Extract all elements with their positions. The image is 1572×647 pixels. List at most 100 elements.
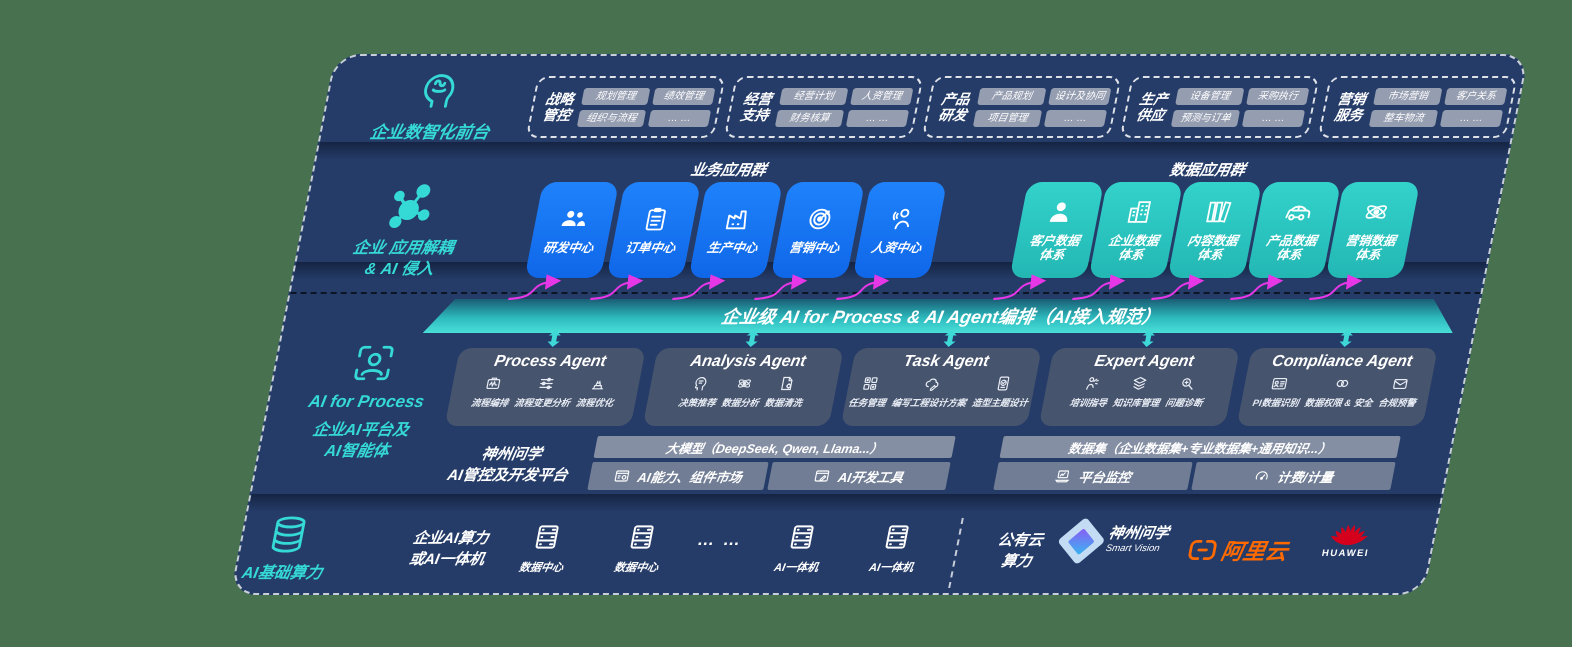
building-icon bbox=[1127, 201, 1151, 223]
card-label: 客户数据 体系 bbox=[1028, 234, 1082, 262]
agent-card-compliance: Compliance Agent PI数据识别 数据权限 & 安全 合规预警 bbox=[1236, 348, 1438, 426]
card-label: 研发中心 bbox=[541, 241, 595, 255]
model-header-bar: 大模型（DeepSeek, Qwen, Llama...） bbox=[593, 436, 956, 458]
module-chip: 规划管理 bbox=[581, 87, 651, 105]
front-layer-label: 企业数智化前台 bbox=[368, 123, 492, 142]
ai-appliance-node: AI一体机 bbox=[868, 522, 922, 575]
infra-label: AI基础算力 bbox=[240, 565, 324, 582]
module-chip: 经营计划 bbox=[779, 87, 849, 105]
module-chip: … … bbox=[1439, 109, 1504, 127]
module-chip: 财务核算 bbox=[774, 109, 845, 127]
agent-card-expert: Expert Agent 培训指导 知识库管理 问题诊断 bbox=[1038, 348, 1240, 426]
business-group-title: 业务应用群 bbox=[689, 162, 768, 179]
diagram-slab: 企业数智化前台 战略 管控 规划管理 绩效管理 组织与流程 … … 经营 支持 经营… bbox=[229, 54, 1530, 595]
card-label: 产品数据 体系 bbox=[1265, 234, 1319, 262]
ellipsis-nodes: … … bbox=[695, 530, 745, 549]
group-title: 经营 支持 bbox=[739, 91, 774, 123]
cell-label: AI开发工具 bbox=[836, 469, 905, 485]
atom-icon bbox=[735, 377, 752, 390]
smart-vision-diamond-icon bbox=[1057, 516, 1106, 566]
platform-cell-monitor: 平台监控 bbox=[993, 462, 1193, 490]
decision-head-icon bbox=[694, 376, 708, 391]
process-box-icon bbox=[486, 377, 501, 390]
ai-agent-label: AI智能体 bbox=[323, 443, 391, 460]
sliders-icon bbox=[538, 377, 554, 390]
cell-label: AI能力、组件市场 bbox=[636, 469, 744, 485]
factory-icon bbox=[725, 210, 749, 230]
huawei-flower-icon bbox=[1328, 524, 1368, 546]
band-separator bbox=[316, 142, 1510, 160]
smart-vision-logo: 神州问学 Smart Vision bbox=[1057, 516, 1171, 566]
laptop-chart-icon bbox=[1055, 470, 1071, 483]
person-frame-icon bbox=[353, 345, 395, 381]
server-icon bbox=[535, 525, 559, 549]
cell-label: 平台监控 bbox=[1077, 469, 1133, 485]
enterprise-compute-label: 企业AI算力 或AI一体机 bbox=[407, 530, 490, 568]
public-cloud-label: 公有云 算力 bbox=[996, 532, 1045, 570]
card-label: 生产中心 bbox=[705, 241, 759, 255]
group-title: 生产 供应 bbox=[1135, 91, 1170, 123]
module-chip: 市场营销 bbox=[1373, 87, 1443, 105]
agent-item-label: 合规预警 bbox=[1377, 398, 1417, 408]
atom-icon bbox=[1363, 202, 1390, 222]
books-icon bbox=[1206, 201, 1232, 223]
module-chip: 组织与流程 bbox=[576, 109, 647, 127]
alert-mail-icon bbox=[1393, 378, 1409, 390]
agent-title: Analysis Agent bbox=[689, 353, 808, 370]
agent-item-label: PI数据识别 bbox=[1251, 398, 1300, 408]
infra-divider bbox=[948, 518, 964, 588]
database-icon bbox=[270, 516, 307, 553]
orchestration-bar-label: 企业级 AI for Process & AI Agent编排（AI接入规范） bbox=[719, 307, 1163, 327]
aliyun-mark-icon bbox=[1187, 539, 1218, 561]
module-chip: 整车物流 bbox=[1368, 109, 1439, 127]
person-waves-icon bbox=[890, 208, 913, 230]
team-icon bbox=[560, 209, 589, 227]
server-icon bbox=[630, 525, 654, 549]
task-grid-icon bbox=[863, 377, 879, 390]
huawei-logo: HUAWEI bbox=[1321, 514, 1377, 559]
card-label: 营销中心 bbox=[787, 241, 841, 255]
dashed-boundary-line bbox=[290, 292, 1481, 294]
trainer-icon bbox=[1085, 377, 1100, 390]
agent-item-label: 任务管理 bbox=[847, 398, 887, 408]
vendor-subname: Smart Vision bbox=[1104, 543, 1161, 554]
dataset-header-label: 数据集（企业数据集+专业数据集+通用知识...） bbox=[1067, 441, 1333, 456]
car-icon bbox=[1284, 205, 1312, 221]
agent-item-label: 流程变更分析 bbox=[513, 398, 572, 408]
node-label: AI一体机 bbox=[772, 562, 820, 574]
module-chip: 产品规划 bbox=[977, 87, 1047, 105]
agent-title: Task Agent bbox=[902, 353, 991, 370]
layers-icon bbox=[1132, 376, 1148, 390]
front-group-strategy: 战略 管控 规划管理 绩效管理 组织与流程 … … bbox=[525, 76, 726, 138]
module-chip: 人资管理 bbox=[850, 87, 914, 105]
module-chip: 设备管理 bbox=[1175, 87, 1245, 105]
platform-cell-dev-tools: AI开发工具 bbox=[767, 462, 951, 490]
server-icon bbox=[885, 525, 909, 549]
datacenter-node: 数据中心 bbox=[518, 522, 572, 575]
doc-gear-icon bbox=[780, 376, 793, 391]
band-separator bbox=[247, 494, 1442, 512]
dataset-header-bar: 数据集（企业数据集+专业数据集+通用知识...） bbox=[999, 436, 1401, 458]
tablet-check-icon bbox=[997, 376, 1010, 391]
agent-title: Expert Agent bbox=[1093, 353, 1196, 370]
module-chip: … … bbox=[1043, 109, 1108, 127]
agent-item-label: 造型主题设计 bbox=[971, 398, 1029, 408]
module-chip: … … bbox=[1241, 109, 1306, 127]
card-label: 人资中心 bbox=[869, 241, 923, 255]
cell-label: 计费/计量 bbox=[1276, 469, 1335, 485]
agent-item-label: 编写工程设计方案 bbox=[890, 398, 968, 408]
vendor-name: HUAWEI bbox=[1320, 548, 1370, 559]
module-chip: 客户关系 bbox=[1444, 87, 1508, 105]
ai-appliance-node: AI一体机 bbox=[773, 522, 827, 575]
agent-item-label: 问题诊断 bbox=[1164, 398, 1204, 408]
agent-item-label: 数据清洗 bbox=[763, 398, 803, 408]
card-label: 内容数据 体系 bbox=[1186, 234, 1240, 262]
optimize-stack-icon bbox=[591, 380, 605, 390]
molecule-icon bbox=[388, 184, 436, 229]
agent-title: Compliance Agent bbox=[1270, 353, 1414, 370]
diagnose-icon bbox=[1181, 378, 1195, 390]
agent-item-label: 培训指导 bbox=[1068, 398, 1108, 408]
module-chip: 设计及协同 bbox=[1048, 87, 1112, 105]
clipboard-icon bbox=[645, 206, 667, 231]
agent-card-analysis: Analysis Agent 决策推荐 数据分析 数据清洗 bbox=[642, 348, 844, 426]
